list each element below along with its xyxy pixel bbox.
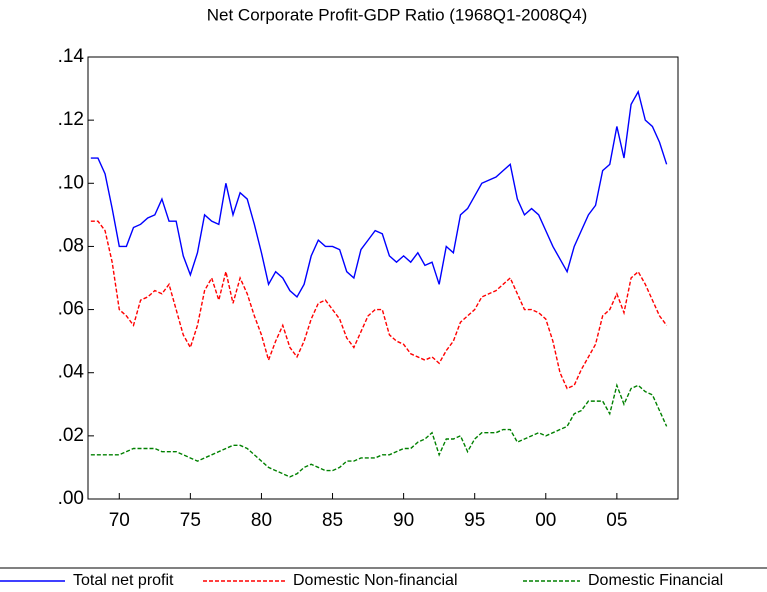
x-tick-label: 75 bbox=[180, 510, 201, 531]
y-tick-label: .14 bbox=[58, 46, 85, 67]
x-tick-label: 70 bbox=[109, 510, 130, 531]
y-tick-label: .04 bbox=[58, 362, 85, 383]
legend-label: Domestic Financial bbox=[588, 572, 723, 589]
y-tick-label: .10 bbox=[58, 172, 84, 193]
x-tick-label: 05 bbox=[606, 510, 627, 531]
chart-title: Net Corporate Profit-GDP Ratio (1968Q1-2… bbox=[207, 5, 587, 24]
legend-label: Total net profit bbox=[73, 572, 174, 589]
legend-label: Domestic Non-financial bbox=[293, 572, 458, 589]
series-line bbox=[90, 220, 668, 390]
y-tick-label: .06 bbox=[58, 299, 84, 320]
x-tick-label: 80 bbox=[251, 510, 272, 531]
series-line bbox=[90, 89, 668, 299]
x-tick-label: 95 bbox=[464, 510, 485, 531]
x-tick-label: 00 bbox=[535, 510, 556, 531]
x-tick-label: 90 bbox=[393, 510, 414, 531]
x-tick-label: 85 bbox=[322, 510, 343, 531]
y-tick-label: .00 bbox=[58, 488, 84, 509]
y-tick-label: .02 bbox=[58, 425, 84, 446]
series-line bbox=[90, 382, 668, 478]
y-tick-label: .12 bbox=[58, 109, 84, 130]
plot-frame bbox=[87, 56, 679, 500]
y-tick-label: .08 bbox=[58, 235, 84, 256]
